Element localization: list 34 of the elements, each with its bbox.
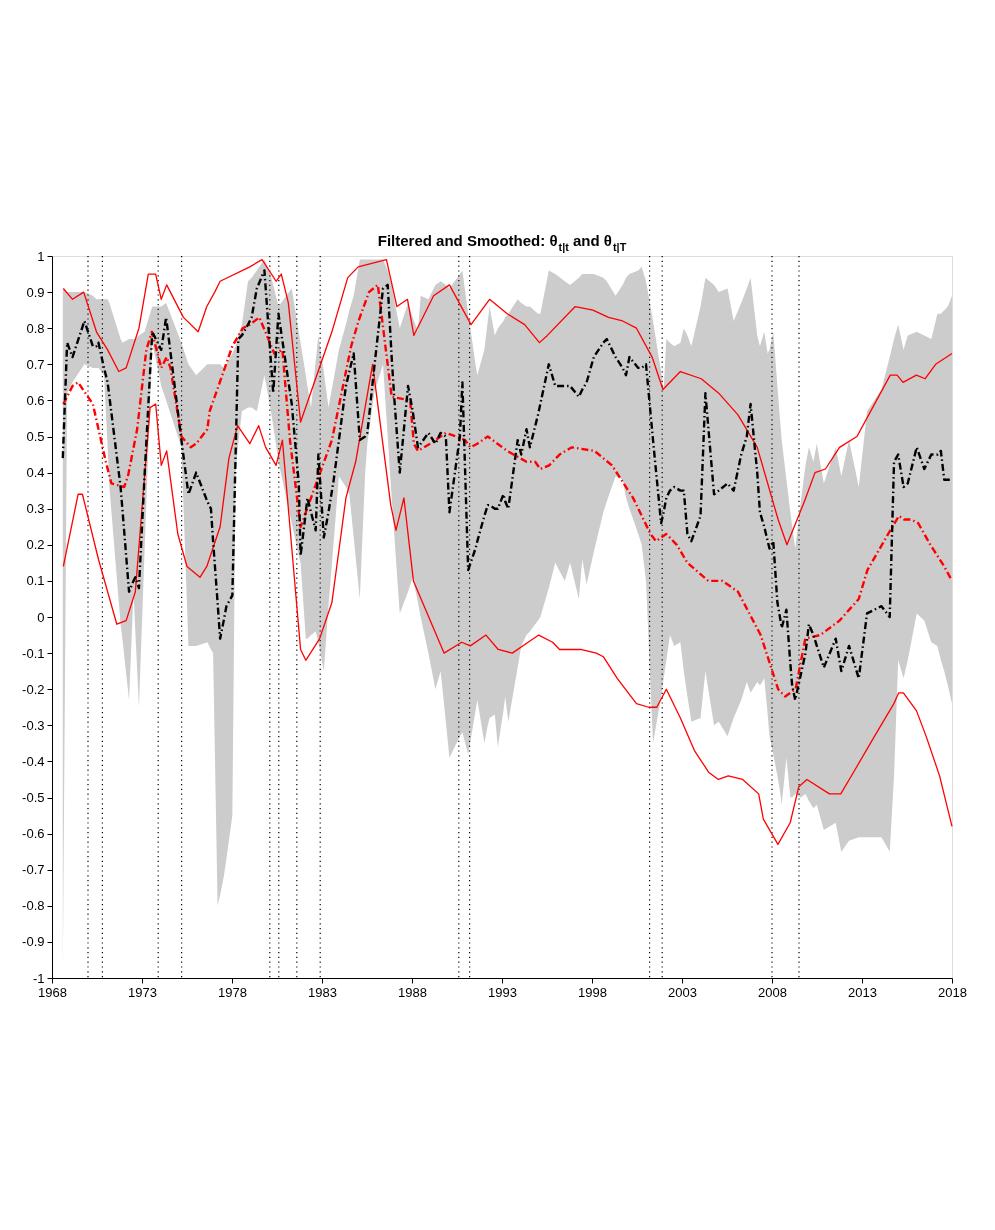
y-tick-label: 0.3 [26, 501, 45, 517]
x-tick-label: 1993 [488, 984, 517, 1000]
x-tick-label: 1998 [578, 984, 607, 1000]
line-series [62, 258, 953, 546]
y-tick-label: 0.7 [26, 356, 45, 372]
y-tick-label: -0.6 [22, 826, 45, 842]
y-tick-label: 0.6 [26, 392, 45, 408]
y-tick-label: -1 [32, 970, 45, 986]
x-tick-label: 1973 [128, 984, 157, 1000]
x-tick-label: 1988 [398, 984, 427, 1000]
y-tick-label: 0.4 [26, 465, 45, 481]
y-tick-label: -0.1 [22, 645, 45, 661]
y-tick-label: 0.9 [26, 284, 45, 300]
y-tick-label: -0.8 [22, 898, 45, 914]
y-tick-label: 0.5 [26, 429, 45, 444]
y-tick-label: 0.1 [26, 573, 45, 589]
y-tick-label: 1 [37, 248, 45, 264]
x-tick-label: 1978 [218, 984, 247, 1000]
y-tick-label: -0.4 [22, 753, 45, 769]
x-tick-label: 1968 [38, 984, 67, 1000]
x-tick-label: 1983 [308, 984, 337, 1000]
y-tick-label: -0.3 [22, 717, 45, 733]
x-tick-label: 2018 [938, 984, 967, 1000]
y-tick-label: -0.7 [22, 862, 45, 878]
y-tick-label: 0 [37, 609, 45, 625]
y-tick-label: -0.5 [22, 790, 45, 805]
x-tick-label: 2003 [668, 984, 697, 1000]
y-tick-label: 0.2 [26, 537, 45, 553]
x-tick-label: 2013 [848, 984, 877, 1000]
x-tick-label: 2008 [758, 984, 787, 1000]
y-tick-label: -0.2 [22, 681, 45, 697]
line-series [62, 363, 953, 846]
y-tick-label: 0.8 [26, 320, 45, 336]
y-tick-label: -0.9 [22, 934, 45, 950]
